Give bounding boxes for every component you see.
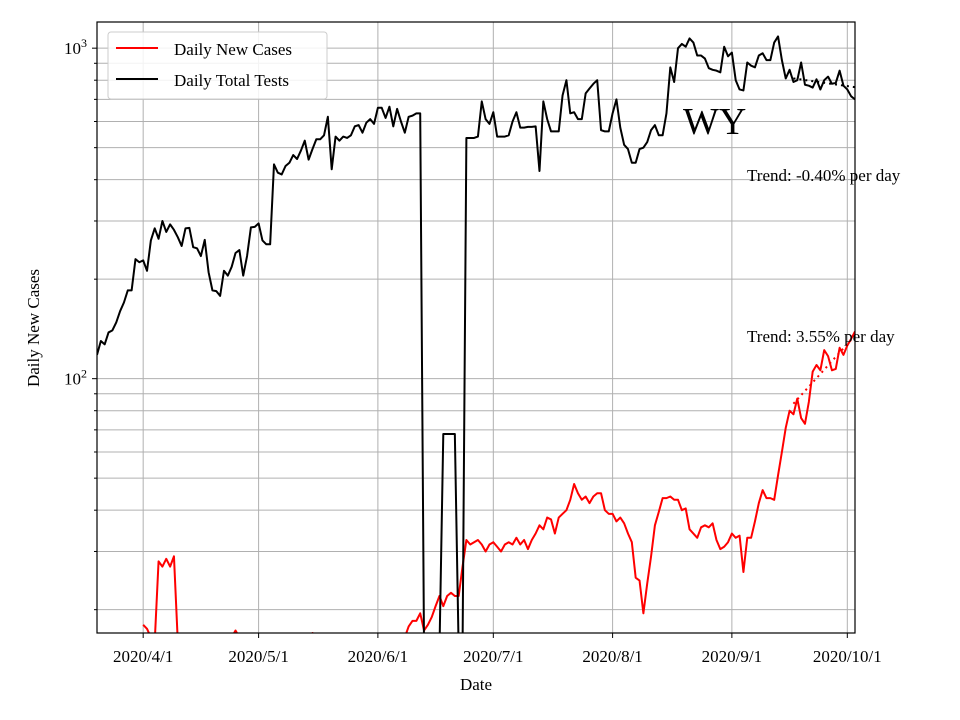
legend: Daily New Cases Daily Total Tests	[107, 31, 328, 100]
plot-frame	[96, 21, 856, 634]
y-axis-label: Daily New Cases	[24, 269, 43, 387]
x-tick-label: 2020/8/1	[582, 647, 642, 666]
state-label: WY	[683, 101, 746, 143]
y-tick-label: 103	[64, 36, 87, 58]
legend-label-cases: Daily New Cases	[174, 40, 292, 59]
y-axis-ticks: 102 103	[64, 36, 97, 611]
series-layer	[97, 35, 855, 633]
series-line-daily-total-tests	[97, 35, 855, 633]
x-tick-label: 2020/7/1	[463, 647, 523, 666]
x-axis-ticks: 2020/4/1 2020/5/1 2020/6/1 2020/7/1 2020/8/1…	[113, 633, 882, 666]
y-tick-label: 102	[64, 367, 87, 389]
grid	[97, 22, 855, 633]
legend-label-tests: Daily Total Tests	[174, 71, 289, 90]
trend-annotation-cases: Trend: 3.55% per day	[747, 327, 895, 346]
x-tick-label: 2020/5/1	[228, 647, 288, 666]
legend-box	[107, 31, 328, 100]
series-line-daily-new-cases	[142, 330, 855, 633]
x-axis-label: Date	[460, 675, 492, 694]
x-tick-label: 2020/4/1	[113, 647, 173, 666]
x-tick-label: 2020/9/1	[702, 647, 762, 666]
trend-annotation-tests: Trend: -0.40% per day	[747, 166, 901, 185]
trend-line-tests	[793, 77, 855, 89]
x-tick-label: 2020/6/1	[348, 647, 408, 666]
x-tick-label: 2020/10/1	[813, 647, 882, 666]
